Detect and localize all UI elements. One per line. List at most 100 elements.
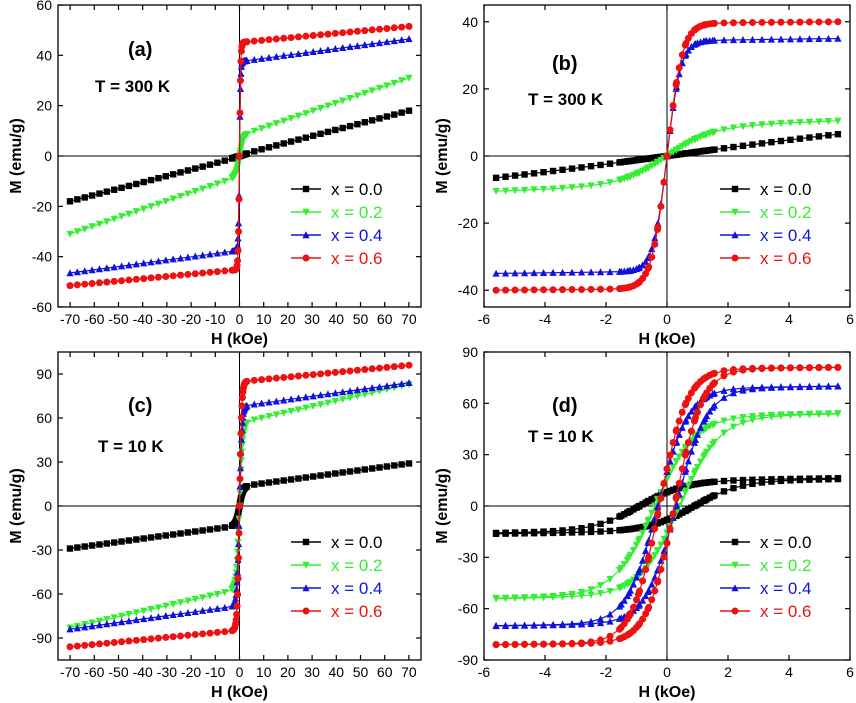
data-point [235,227,243,235]
y-tick-label: 0 [470,148,478,164]
data-point [824,117,833,125]
data-point [383,382,391,390]
data-point [675,479,683,487]
chart-panel-c: -70 -60 -50 -40 -30 -20 -10 0 10 20 30 40 50 60 70-90-… [8,351,422,701]
data-point [346,367,354,375]
data-point [549,185,557,193]
data-point [147,614,155,622]
data-point [606,637,614,645]
data-point [405,74,413,82]
data-point [368,117,376,124]
data-point [368,26,376,34]
data-point [675,430,683,438]
data-point [824,34,833,42]
data-point [720,126,728,134]
legend-entry: x = 0.6 [760,249,812,268]
data-point [693,464,702,472]
data-point [549,286,557,294]
data-point [234,158,243,166]
chart-panel-a: -70 -60 -50 -40 -30 -20 -10 0 10 20 30 40 50 60 70-60-… [8,0,422,348]
data-point [295,136,302,143]
x-tick-label: -4 [539,311,552,327]
data-point [233,548,242,556]
data-point [346,394,354,402]
data-point [88,622,96,630]
data-point [236,109,244,117]
data-point [331,45,339,53]
data-point [729,415,738,423]
data-point [596,590,605,598]
data-point [635,565,644,573]
data-point [250,127,258,135]
data-point [192,528,199,535]
data-point [280,51,288,59]
legend-marker [731,584,739,592]
chart-panel-d: -6 -4 -2 0 2 4 6 -90 -60 -30 0 30 60 90 H (kOe) M (emu/… [434,344,854,701]
data-point [834,130,842,138]
data-point [221,524,228,531]
y-tick-label: -90 [458,652,478,668]
data-point [324,369,332,377]
data-point [539,269,548,277]
data-point [294,394,303,402]
data-point [521,640,529,648]
legend-marker [302,185,310,193]
data-point [383,113,391,120]
data-point [672,426,680,434]
data-point [346,468,354,475]
legend: x = 0.0 x = 0.2 x = 0.4 x = 0.6 [291,180,383,268]
data-point [199,630,207,638]
x-tick-label: -70 [60,664,80,680]
data-point [405,35,413,43]
data-point [711,478,718,485]
data-point [324,390,332,398]
data-point [66,545,74,552]
data-point [294,372,302,380]
data-point [176,599,185,607]
data-point [191,607,199,615]
x-axis-label: H (kOe) [639,331,696,348]
data-point [287,34,295,42]
data-point [693,430,702,438]
data-point [111,186,118,193]
x-tick-label: 6 [846,311,854,327]
y-tick-label: 0 [470,498,478,514]
data-point [501,187,510,195]
data-point [324,399,332,407]
data-point [520,269,529,277]
data-point [383,82,391,90]
data-point [331,99,339,107]
data-point [520,186,529,194]
data-point [777,412,785,420]
data-point [666,126,674,134]
data-point [657,541,665,549]
data-point [669,510,677,518]
data-point [383,363,391,371]
data-point [353,392,362,400]
data-point [176,254,185,262]
x-tick-label: -50 [108,311,128,327]
data-point [606,587,614,595]
data-point [398,461,405,468]
data-point [88,266,96,274]
x-tick-label: 50 [353,311,369,327]
data-point [265,398,273,406]
data-point [666,525,674,533]
data-point [639,596,647,604]
data-point [597,639,605,647]
data-point [309,402,317,410]
y-tick-label: 40 [36,47,52,63]
data-point [243,482,251,490]
data-point [176,193,185,201]
data-point [758,479,766,486]
data-point [221,248,229,256]
data-point [309,371,317,379]
data-point [710,19,718,27]
data-point [663,465,671,473]
data-point [815,411,823,419]
data-point [669,102,677,110]
data-point [777,120,785,128]
legend-marker [302,208,310,216]
data-point [66,198,74,205]
legend-entry: x = 0.2 [331,556,383,575]
